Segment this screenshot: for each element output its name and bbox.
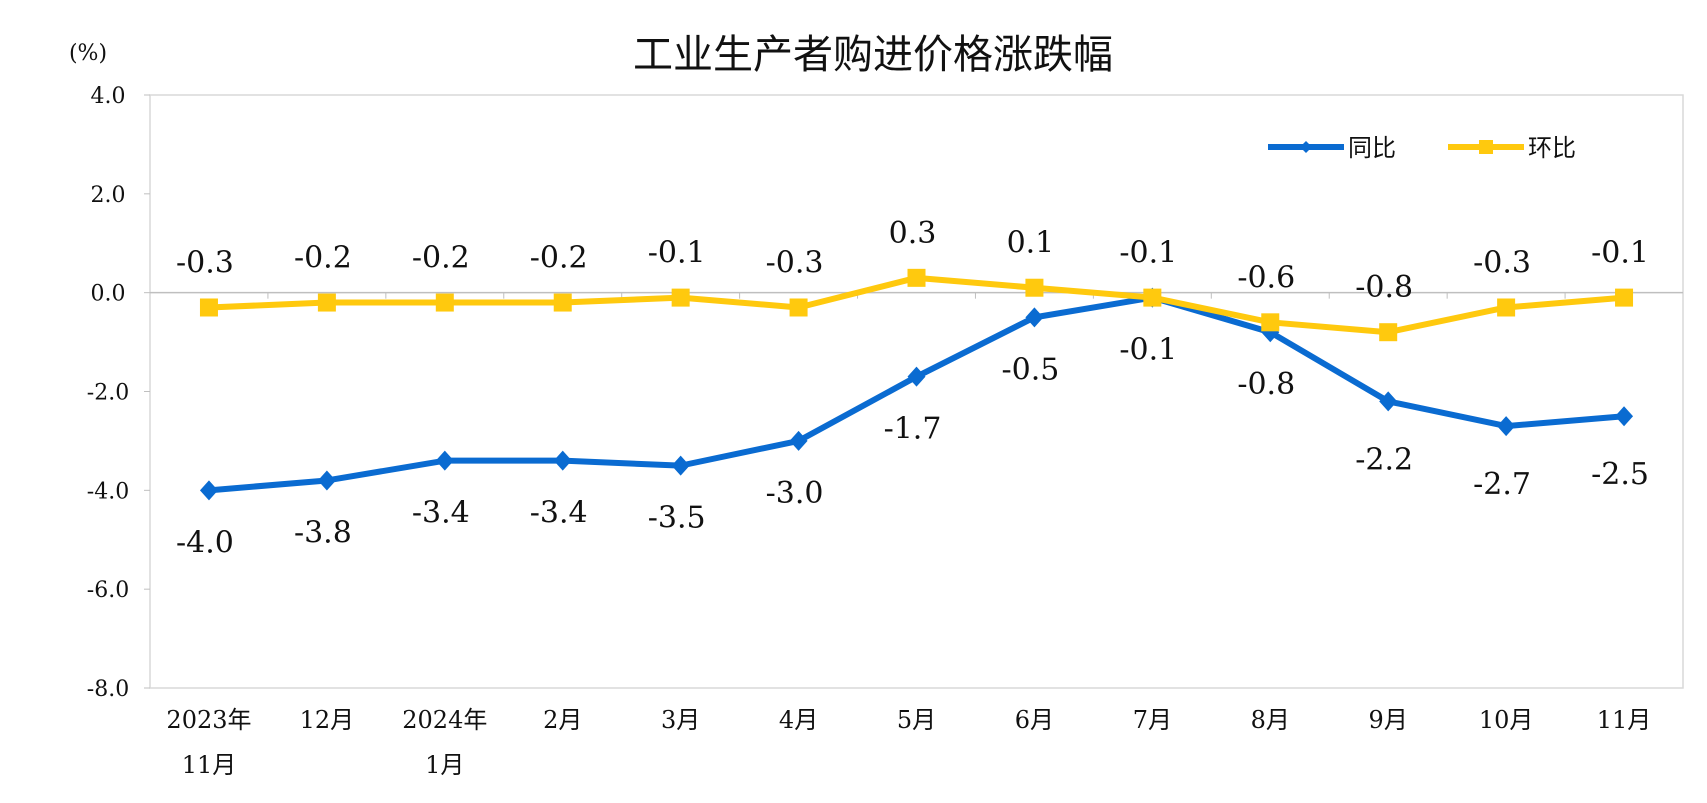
data-label-mom: -0.3 <box>766 245 824 280</box>
data-point-mom <box>907 268 926 287</box>
y-tick-label: -2.0 <box>87 381 129 406</box>
x-tick-label: 4月 <box>779 706 818 734</box>
chart-title: 工业生产者购进价格涨跌幅 <box>633 32 1113 78</box>
data-point-mom <box>199 298 218 317</box>
legend-marker <box>1479 140 1493 154</box>
plot-area <box>149 94 1684 689</box>
data-label-yoy: -3.4 <box>530 496 588 531</box>
y-axis-unit: (%) <box>69 41 107 66</box>
data-label-yoy: -0.8 <box>1237 367 1295 402</box>
data-label-yoy: -2.7 <box>1473 467 1531 502</box>
data-label-yoy: -2.2 <box>1355 442 1413 477</box>
data-point-yoy <box>435 450 454 471</box>
data-label-mom: -0.1 <box>648 236 706 271</box>
data-label-yoy: -3.0 <box>766 476 824 511</box>
x-tick-label: 3月 <box>661 706 700 734</box>
y-tick-label: 0.0 <box>91 282 126 307</box>
y-tick-label: -8.0 <box>87 677 129 702</box>
data-label-mom: -0.2 <box>294 241 352 276</box>
x-tick-label: 11月 <box>1597 706 1652 734</box>
legend-label: 环比 <box>1528 134 1576 162</box>
data-point-yoy <box>1497 416 1516 437</box>
data-point-mom <box>553 293 572 312</box>
legend-marker <box>1300 141 1312 153</box>
data-label-yoy: -3.8 <box>294 515 352 550</box>
data-point-yoy <box>789 430 808 451</box>
data-point-mom <box>671 288 690 307</box>
data-label-mom: 0.3 <box>889 216 937 251</box>
data-point-mom <box>1261 313 1280 332</box>
data-label-mom: -0.2 <box>530 241 588 276</box>
data-label-yoy: -0.5 <box>1001 352 1059 387</box>
x-tick-label: 1月 <box>425 751 464 779</box>
data-label-mom: -0.3 <box>1473 245 1531 280</box>
y-tick-label: -6.0 <box>87 578 129 603</box>
x-tick-label: 2月 <box>543 706 582 734</box>
data-label-mom: -0.6 <box>1237 260 1295 295</box>
data-label-yoy: -3.5 <box>648 501 706 536</box>
x-tick-label: 8月 <box>1251 706 1290 734</box>
x-tick-label: 7月 <box>1133 706 1172 734</box>
data-label-yoy: -1.7 <box>884 412 942 447</box>
legend-label: 同比 <box>1348 134 1396 162</box>
x-tick-label: 2024年 <box>402 706 487 734</box>
data-point-mom <box>1497 298 1516 317</box>
data-label-yoy: -0.1 <box>1119 333 1177 368</box>
data-label-mom: -0.1 <box>1591 236 1649 271</box>
x-tick-label: 12月 <box>300 706 355 734</box>
data-point-mom <box>317 293 336 312</box>
x-tick-label: 2023年 <box>166 706 251 734</box>
data-label-mom: -0.2 <box>412 241 470 276</box>
data-point-mom <box>435 293 454 312</box>
y-tick-label: 2.0 <box>91 183 126 208</box>
data-point-yoy <box>907 366 926 387</box>
data-point-yoy <box>553 450 572 471</box>
x-tick-label: 5月 <box>897 706 936 734</box>
data-point-mom <box>789 298 808 317</box>
data-point-yoy <box>1025 307 1044 328</box>
data-point-yoy <box>1615 406 1634 427</box>
x-tick-label: 10月 <box>1479 706 1534 734</box>
x-tick-label: 9月 <box>1369 706 1408 734</box>
data-point-yoy <box>671 455 690 476</box>
data-label-mom: -0.8 <box>1355 270 1413 305</box>
data-label-mom: -0.1 <box>1119 236 1177 271</box>
data-point-mom <box>1379 323 1398 342</box>
data-point-yoy <box>317 470 336 491</box>
data-label-mom: 0.1 <box>1007 226 1055 261</box>
data-point-yoy <box>199 480 218 501</box>
legend: 同比 环比 <box>1268 134 1576 162</box>
data-label-mom: -0.3 <box>176 245 234 280</box>
data-label-yoy: -3.4 <box>412 496 470 531</box>
data-label-yoy: -2.5 <box>1591 457 1649 492</box>
data-point-mom <box>1615 288 1634 307</box>
data-point-mom <box>1143 288 1162 307</box>
x-tick-label: 6月 <box>1015 706 1054 734</box>
data-point-yoy <box>1379 391 1398 412</box>
y-tick-label: -4.0 <box>87 479 129 504</box>
y-tick-label: 4.0 <box>91 84 126 109</box>
x-tick-label: 11月 <box>182 751 237 779</box>
data-label-yoy: -4.0 <box>176 525 234 560</box>
data-point-mom <box>1025 278 1044 297</box>
